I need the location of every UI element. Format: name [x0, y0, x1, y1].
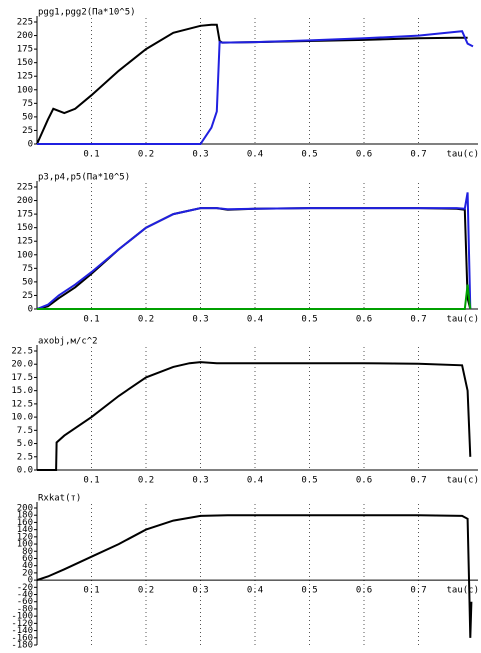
x-tick-label: 0.3	[192, 315, 208, 325]
y-tick-label: 125	[17, 72, 33, 82]
y-tick-label: 20.0	[11, 360, 33, 370]
y-tick-label: 12.5	[11, 399, 33, 409]
y-tick-label: 22.5	[11, 347, 33, 357]
x-tick-label: 0.2	[138, 586, 154, 596]
x-tick-label: 0.7	[410, 150, 426, 160]
y-tick-label: 80	[22, 547, 33, 557]
y-tick-label: 225	[17, 183, 33, 193]
x-tick-label: 0.3	[192, 476, 208, 486]
x-tick-label: 0.7	[410, 315, 426, 325]
y-tick-label: 15.0	[11, 386, 33, 396]
y-tick-label: 200	[17, 504, 33, 514]
y-tick-label: 200	[17, 31, 33, 41]
y-tick-label: -160	[11, 633, 33, 643]
y-tick-label: 125	[17, 237, 33, 247]
y-tick-label: 225	[17, 18, 33, 28]
y-tick-label: -180	[11, 641, 33, 651]
x-tick-label: 0.4	[247, 315, 263, 325]
y-tick-label: 17.5	[11, 373, 33, 383]
y-tick-label: -100	[11, 612, 33, 622]
x-tick-label: 0.2	[138, 476, 154, 486]
y-tick-label: 25	[22, 126, 33, 136]
y-tick-label: 7.5	[17, 426, 33, 436]
x-tick-label: 0.1	[83, 150, 99, 160]
data-line	[36, 23, 468, 145]
x-tick-label: 0.2	[138, 315, 154, 325]
x-tick-label: 0.4	[247, 586, 263, 596]
x-tick-label: 0.4	[247, 476, 263, 486]
y-tick-label: -80	[17, 604, 33, 614]
x-tick-label: 0.4	[247, 150, 263, 160]
y-tick-label: -140	[11, 626, 33, 636]
y-tick-label: 5.0	[17, 439, 33, 449]
x-axis-label: tau(c)	[446, 315, 479, 325]
x-tick-label: 0.6	[356, 150, 372, 160]
x-axis-label: tau(c)	[446, 586, 479, 596]
y-tick-label: 0	[28, 140, 33, 150]
y-tick-label: 140	[17, 525, 33, 535]
data-line	[37, 30, 474, 145]
y-tick-label: 150	[17, 58, 33, 68]
x-tick-label: 0.6	[356, 315, 372, 325]
x-tick-label: 0.3	[192, 150, 208, 160]
y-tick-label: 25	[22, 291, 33, 301]
x-tick-label: 0.2	[138, 150, 154, 160]
y-tick-label: -120	[11, 619, 33, 629]
data-line	[36, 514, 473, 638]
data-line	[37, 361, 472, 471]
y-tick-label: 175	[17, 210, 33, 220]
y-tick-label: 50	[22, 277, 33, 287]
y-tick-label: 2.5	[17, 452, 33, 462]
y-tick-label: 0.0	[17, 466, 33, 476]
x-tick-label: 0.5	[301, 150, 317, 160]
y-tick-label: 100	[17, 540, 33, 550]
y-tick-label: 10.0	[11, 413, 33, 423]
x-axis-label: tau(c)	[446, 150, 479, 160]
y-tick-label: 50	[22, 112, 33, 122]
x-tick-label: 0.7	[410, 476, 426, 486]
chart-title: axobj,м/c^2	[38, 337, 98, 347]
y-tick-label: 0	[28, 576, 33, 586]
x-tick-label: 0.3	[192, 586, 208, 596]
y-tick-label: -40	[17, 590, 33, 600]
y-tick-label: 0	[28, 305, 33, 315]
x-tick-label: 0.1	[83, 315, 99, 325]
y-tick-label: 120	[17, 532, 33, 542]
x-tick-label: 0.1	[83, 586, 99, 596]
y-tick-label: 100	[17, 250, 33, 260]
x-tick-label: 0.1	[83, 476, 99, 486]
y-tick-label: -60	[17, 597, 33, 607]
x-tick-label: 0.6	[356, 586, 372, 596]
y-tick-label: 40	[22, 561, 33, 571]
x-tick-label: 0.5	[301, 476, 317, 486]
y-tick-label: 60	[22, 554, 33, 564]
x-axis-label: tau(c)	[446, 476, 479, 486]
data-line	[37, 284, 472, 310]
y-tick-label: 150	[17, 223, 33, 233]
x-tick-label: 0.6	[356, 476, 372, 486]
chart-title: pgg1,pgg2(Па*10^5)	[38, 8, 136, 18]
chart-title: p3,p4,p5(Па*10^5)	[38, 173, 130, 183]
y-tick-label: 160	[17, 518, 33, 528]
chart-title: Rxkat(т)	[38, 494, 81, 504]
y-tick-label: 180	[17, 511, 33, 521]
x-tick-label: 0.5	[301, 315, 317, 325]
y-tick-label: 175	[17, 45, 33, 55]
x-tick-label: 0.7	[410, 586, 426, 596]
y-tick-label: 100	[17, 85, 33, 95]
y-tick-label: 20	[22, 568, 33, 578]
x-tick-label: 0.5	[301, 586, 317, 596]
y-tick-label: 75	[22, 264, 33, 274]
y-tick-label: 200	[17, 196, 33, 206]
data-line	[36, 207, 472, 310]
y-tick-label: 75	[22, 99, 33, 109]
y-tick-label: -20	[17, 583, 33, 593]
data-line	[36, 192, 472, 310]
